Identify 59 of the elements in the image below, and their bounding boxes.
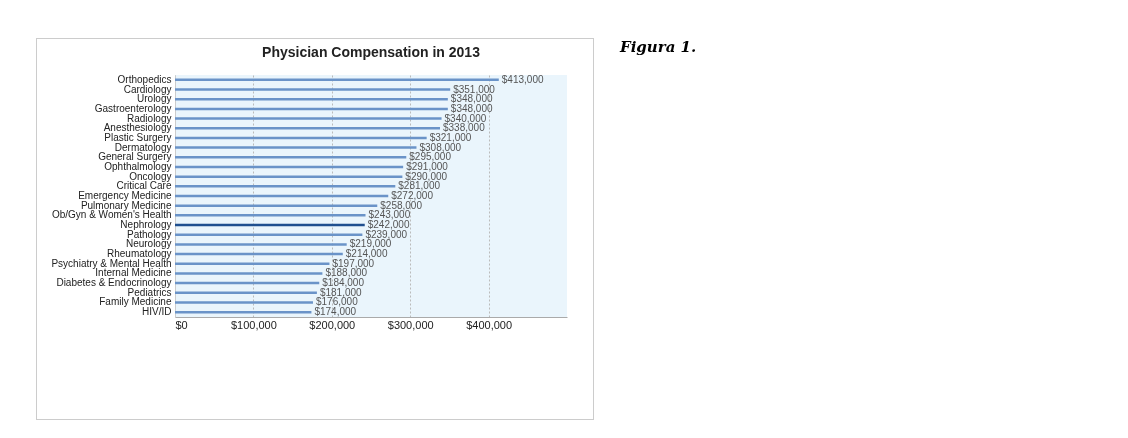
text: Figura 1. — [620, 38, 697, 56]
data-label: $258,000 — [380, 199, 423, 211]
data-label: $338,000 — [442, 122, 486, 134]
data-label: $290,000 — [405, 170, 448, 182]
y-tick-label: Nephrology — [120, 219, 172, 231]
bar — [175, 88, 451, 91]
data-label: $295,000 — [409, 151, 452, 163]
data-label: $281,000 — [398, 180, 441, 192]
bar — [175, 301, 313, 304]
y-tick-label: General Surgery — [98, 151, 172, 163]
data-label: $174,000 — [314, 306, 357, 318]
data-label: $188,000 — [325, 267, 368, 279]
y-tick-label: Neurology — [125, 238, 172, 250]
y-tick-label: Internal Medicine — [95, 267, 172, 279]
data-label: $413,000 — [501, 73, 544, 85]
y-tick-label: Critical Care — [116, 180, 172, 192]
y-tick-label: Urology — [137, 93, 172, 105]
data-label: $242,000 — [367, 219, 410, 231]
data-label: $239,000 — [365, 228, 408, 240]
bar — [175, 146, 417, 149]
data-label: $291,000 — [406, 160, 449, 172]
y-tick-label: Orthopedics — [117, 73, 172, 85]
data-label: $243,000 — [368, 209, 411, 221]
data-label: $181,000 — [319, 286, 363, 298]
bar — [175, 185, 396, 188]
bar — [175, 204, 378, 207]
data-label: $176,000 — [315, 296, 359, 308]
data-label: $214,000 — [345, 248, 388, 260]
x-tick-label: $300,000 — [387, 318, 434, 331]
bar — [175, 156, 407, 159]
bar — [175, 117, 442, 120]
data-label: $197,000 — [332, 257, 375, 269]
data-label: $272,000 — [391, 190, 434, 201]
bar — [175, 272, 323, 275]
y-tick-label: Rheumatology — [107, 248, 172, 260]
y-tick-label: Family Medicine — [99, 296, 172, 308]
y-tick-label: HIV/ID — [142, 306, 172, 318]
chart-title: Physician Compensation in 2013 — [262, 44, 481, 61]
y-tick-label: Diabetes & Endocrinology — [56, 277, 172, 289]
bar — [175, 214, 366, 217]
data-label: $321,000 — [429, 131, 472, 143]
data-label: $340,000 — [444, 112, 487, 124]
data-label: $351,000 — [453, 83, 496, 95]
data-label: $348,000 — [450, 102, 493, 114]
x-tick-label: $200,000 — [309, 318, 356, 331]
y-tick-label: Emergency Medicine — [78, 190, 172, 201]
y-tick-label: Cardiology — [123, 83, 172, 95]
data-label: $348,000 — [450, 93, 493, 105]
x-tick-label: $100,000 — [230, 318, 277, 331]
data-label: $308,000 — [419, 141, 462, 153]
bar — [175, 233, 363, 236]
bar — [175, 175, 403, 178]
data-label: $184,000 — [322, 277, 365, 289]
bar — [175, 243, 347, 246]
y-tick-label: Ob/Gyn & Women's Health — [51, 209, 172, 221]
x-tick-label: $400,000 — [466, 318, 513, 331]
data-label: $219,000 — [349, 238, 392, 250]
y-tick-label: Anesthesiology — [103, 122, 172, 134]
x-tick-label: $0 — [175, 318, 188, 331]
